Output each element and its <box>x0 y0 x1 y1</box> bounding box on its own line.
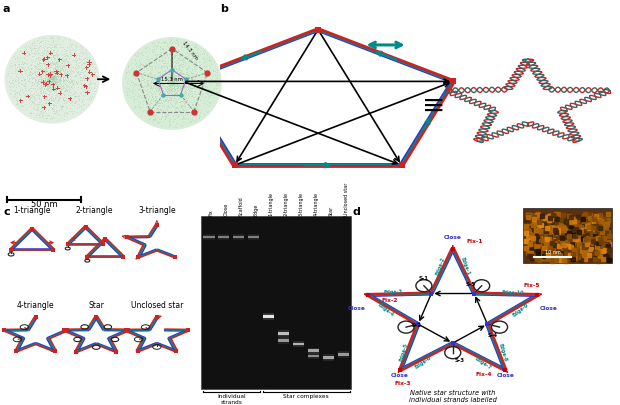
Text: Close: Close <box>497 372 515 377</box>
Text: Close: Close <box>224 202 229 215</box>
Bar <box>248 235 259 239</box>
Text: Close: Close <box>540 305 558 310</box>
Text: 3-triangle: 3-triangle <box>299 192 304 215</box>
Text: Unclosed star: Unclosed star <box>131 300 183 309</box>
Text: S-5: S-5 <box>466 281 476 286</box>
Text: 1-triangle: 1-triangle <box>14 206 51 215</box>
Bar <box>308 355 319 357</box>
Text: Unclosed star: Unclosed star <box>343 182 348 215</box>
Text: Close: Close <box>391 372 409 377</box>
Text: b: b <box>220 4 228 14</box>
Text: 1-triangle: 1-triangle <box>269 192 274 215</box>
Text: S-2: S-2 <box>412 322 422 327</box>
Text: Scaffold: Scaffold <box>239 196 244 215</box>
Bar <box>338 352 349 356</box>
Bar <box>203 236 215 239</box>
Text: Star: Star <box>88 300 104 309</box>
Bar <box>233 235 244 239</box>
Text: Fix-4: Fix-4 <box>476 371 492 377</box>
Text: Edge-9: Edge-9 <box>512 301 529 317</box>
Text: 2-triangle: 2-triangle <box>76 206 113 215</box>
Text: 2-triangle: 2-triangle <box>284 192 289 215</box>
Bar <box>233 236 244 239</box>
Text: 15.3 nm: 15.3 nm <box>161 77 183 82</box>
Text: Fix-5: Fix-5 <box>524 283 540 288</box>
Bar <box>203 235 215 239</box>
Text: c: c <box>4 207 10 217</box>
Bar <box>218 236 229 239</box>
Bar <box>323 356 334 359</box>
Text: 50 nm: 50 nm <box>31 200 58 209</box>
Bar <box>218 235 229 239</box>
Text: Native star structure with
individual strands labelled: Native star structure with individual st… <box>409 389 497 402</box>
Text: ≡: ≡ <box>422 92 446 119</box>
Bar <box>263 315 275 318</box>
Text: S-4: S-4 <box>488 332 498 337</box>
Text: 14.3 nm: 14.3 nm <box>181 41 198 61</box>
Circle shape <box>122 38 222 130</box>
Bar <box>308 349 319 353</box>
Bar <box>233 234 244 241</box>
Text: Edge: Edge <box>254 203 259 215</box>
Text: Fix-1: Fix-1 <box>466 239 482 243</box>
Bar <box>308 350 319 352</box>
Text: S-3: S-3 <box>454 358 464 362</box>
Text: Edge-2: Edge-2 <box>435 256 446 275</box>
Text: Individual
strands: Individual strands <box>217 393 246 404</box>
Circle shape <box>4 36 100 124</box>
Bar <box>248 236 259 239</box>
Bar <box>278 339 290 342</box>
Bar <box>308 353 319 359</box>
Bar <box>308 354 319 358</box>
Bar <box>203 234 215 241</box>
Bar <box>278 337 290 344</box>
Bar <box>323 356 334 360</box>
Bar <box>278 330 290 337</box>
Bar <box>263 313 275 320</box>
Text: Edge-4: Edge-4 <box>376 301 394 317</box>
Bar <box>293 341 304 347</box>
Bar <box>293 342 304 346</box>
Bar <box>218 234 229 241</box>
Text: Edge-3: Edge-3 <box>383 289 402 294</box>
Bar <box>308 347 319 354</box>
Text: Edge-8: Edge-8 <box>497 341 507 361</box>
Text: 4-triangle: 4-triangle <box>17 300 55 309</box>
FancyBboxPatch shape <box>523 209 612 263</box>
Bar <box>278 333 290 335</box>
Text: 3-triangle: 3-triangle <box>138 206 175 215</box>
Bar <box>278 332 290 336</box>
Bar <box>293 343 304 345</box>
Text: Star: Star <box>329 205 334 215</box>
Bar <box>263 315 275 318</box>
Text: Edge-7: Edge-7 <box>473 355 492 369</box>
Text: Fix-2: Fix-2 <box>381 297 398 302</box>
Text: Close: Close <box>348 305 365 310</box>
Text: Star complexes: Star complexes <box>283 393 329 398</box>
Text: Edge-10: Edge-10 <box>502 289 525 294</box>
Bar <box>278 339 290 343</box>
Bar <box>338 351 349 358</box>
Text: 4-triangle: 4-triangle <box>314 192 319 215</box>
Text: 10 nm: 10 nm <box>545 249 560 254</box>
Text: Fix: Fix <box>209 209 214 215</box>
Text: a: a <box>2 4 10 14</box>
Text: Fix-3: Fix-3 <box>395 379 412 385</box>
Text: Close: Close <box>444 234 462 239</box>
Text: Edge-6: Edge-6 <box>414 355 432 369</box>
Bar <box>338 353 349 356</box>
Text: Edge-1: Edge-1 <box>459 256 471 275</box>
Bar <box>323 354 334 361</box>
Text: d: d <box>353 207 361 217</box>
Bar <box>248 234 259 241</box>
FancyBboxPatch shape <box>202 217 351 389</box>
Text: Edge-5: Edge-5 <box>399 341 409 361</box>
Text: S-1: S-1 <box>419 275 429 280</box>
